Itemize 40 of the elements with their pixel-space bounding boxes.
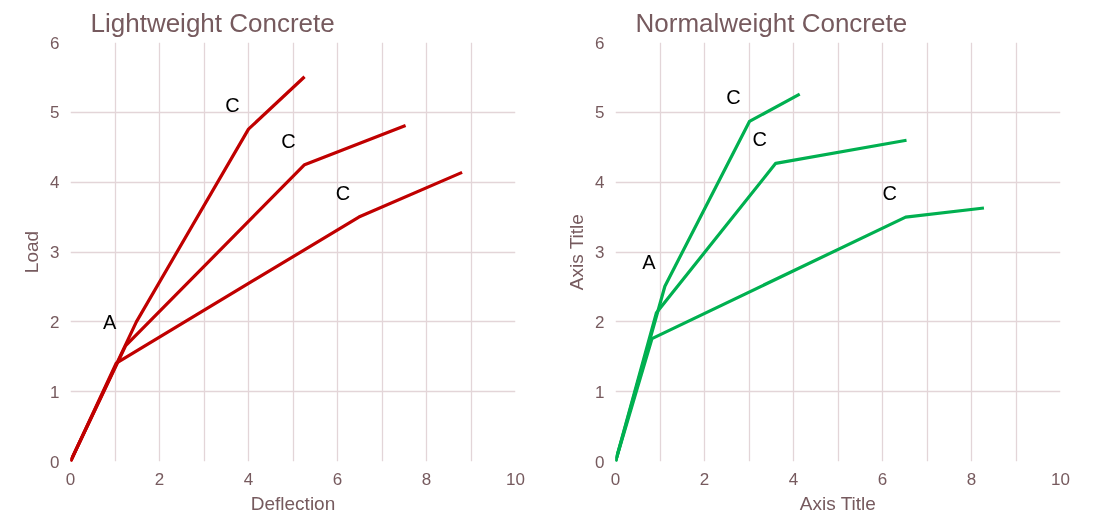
x-tick-label: 4 xyxy=(788,469,799,489)
chart-title: Lightweight Concrete xyxy=(90,7,335,38)
x-tick-label: 0 xyxy=(65,469,76,489)
y-tick-label: 6 xyxy=(595,33,605,53)
x-tick-label: 4 xyxy=(243,469,254,489)
x-tick-label: 2 xyxy=(154,469,165,489)
annotation: C xyxy=(225,94,240,117)
chart-title: Normalweight Concrete xyxy=(635,7,908,38)
y-tick-label: 1 xyxy=(595,382,605,402)
y-tick-label: 6 xyxy=(50,33,60,53)
x-tick-label: 8 xyxy=(421,469,432,489)
y-tick-label: 4 xyxy=(50,173,60,193)
y-axis-title: Axis Title xyxy=(566,214,588,291)
y-tick-label: 3 xyxy=(595,243,605,262)
x-tick-label: 10 xyxy=(1051,469,1070,489)
y-tick-label: 2 xyxy=(595,312,605,332)
x-tick-label: 10 xyxy=(506,469,525,489)
annotation: A xyxy=(103,310,118,333)
y-tick-label: 0 xyxy=(50,452,60,472)
annotation: C xyxy=(882,182,897,205)
y-tick-label: 5 xyxy=(50,103,60,123)
annotation: C xyxy=(726,86,741,109)
x-tick-label: 0 xyxy=(610,469,621,489)
y-tick-label: 4 xyxy=(595,173,605,193)
y-tick-label: 2 xyxy=(50,312,60,332)
annotation: A xyxy=(642,251,657,274)
x-tick-label: 2 xyxy=(699,469,710,489)
y-tick-label: 3 xyxy=(50,243,60,262)
annotation: C xyxy=(281,129,296,152)
y-tick-label: 1 xyxy=(50,382,60,402)
y-tick-label: 0 xyxy=(595,452,605,472)
x-axis-title: Deflection xyxy=(250,492,336,514)
x-axis-title: Axis Title xyxy=(799,492,876,514)
x-tick-label: 6 xyxy=(332,469,343,489)
y-tick-label: 5 xyxy=(595,103,605,123)
annotation: C xyxy=(335,182,351,205)
x-tick-label: 8 xyxy=(966,469,977,489)
y-axis-title: Load xyxy=(21,230,43,274)
x-tick-label: 6 xyxy=(877,469,888,489)
annotation: C xyxy=(752,128,767,151)
